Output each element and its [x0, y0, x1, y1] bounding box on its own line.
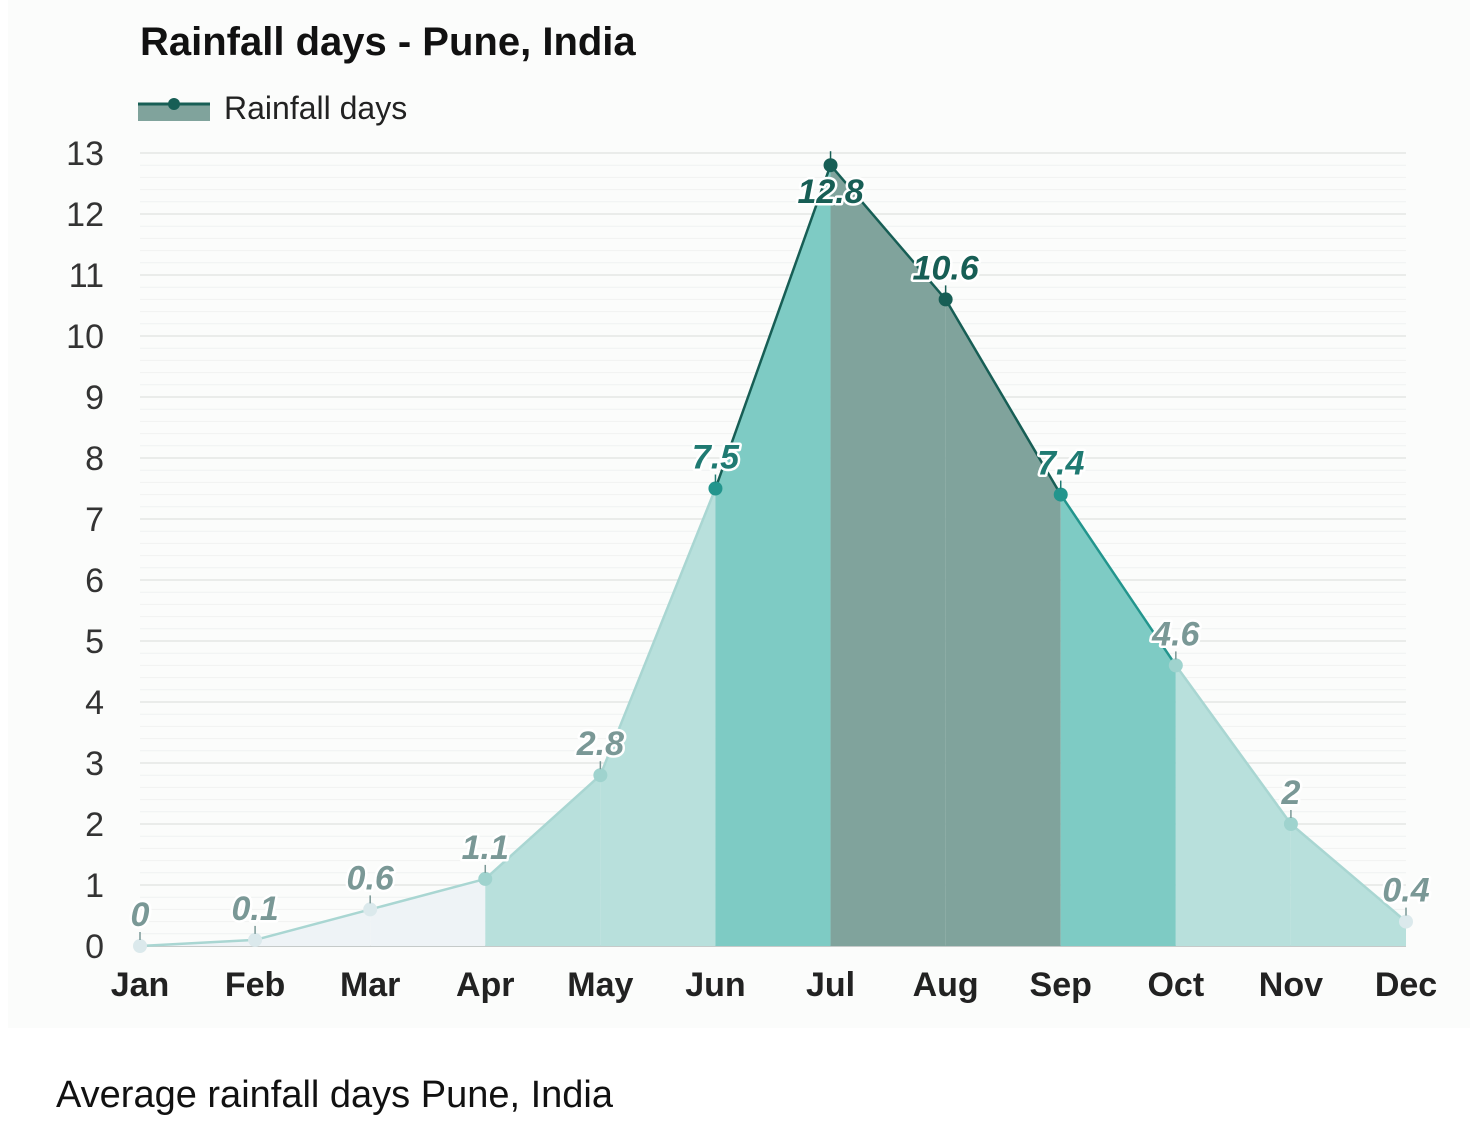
- data-label-jul: 12.8: [797, 173, 863, 211]
- series-line-jun: [714, 164, 832, 489]
- area-segment-oct: [1175, 665, 1291, 946]
- data-label-feb: 0.1: [231, 890, 278, 928]
- x-tick-label: Dec: [1375, 966, 1437, 1004]
- series-line-mar: [369, 877, 486, 911]
- series-line-nov: [1290, 823, 1407, 923]
- data-point-apr: [478, 871, 493, 886]
- y-tick-label: 7: [85, 501, 104, 539]
- chart-title: Rainfall days - Pune, India: [140, 20, 636, 64]
- series-line-sep: [1059, 493, 1177, 667]
- x-tick-label: Feb: [225, 966, 285, 1004]
- x-axis: Jan Feb Mar Apr May Jun Jul Aug Sep Oct Nov Dec: [111, 966, 1437, 1004]
- y-tick-label: 8: [85, 440, 104, 478]
- series-line-feb: [254, 908, 371, 942]
- data-label-dec: 0.4: [1382, 872, 1429, 910]
- area-segment-may: [600, 488, 716, 946]
- series-line-apr: [484, 774, 602, 880]
- x-tick-label: Jul: [806, 966, 855, 1004]
- line-layer: [139, 164, 1407, 948]
- series-line-may: [599, 488, 717, 776]
- area-layer: [140, 165, 1406, 946]
- data-point-jun: [708, 481, 723, 496]
- data-label-aug: 10.6: [913, 249, 980, 287]
- y-tick-label: 3: [85, 745, 104, 783]
- area-segment-feb: [255, 909, 371, 946]
- y-tick-label: 0: [85, 928, 104, 966]
- y-tick-label: 11: [69, 257, 104, 295]
- area-segment-apr: [485, 775, 601, 946]
- x-tick-label: Oct: [1147, 966, 1204, 1004]
- legend-swatch: [138, 98, 210, 121]
- area-segment-jun: [715, 165, 831, 946]
- series-line-aug: [944, 298, 1062, 496]
- x-tick-label: Jun: [685, 966, 745, 1004]
- data-point-mar: [363, 902, 378, 917]
- x-tick-label: Sep: [1030, 966, 1092, 1004]
- x-tick-label: Nov: [1259, 966, 1323, 1004]
- data-point-jul: [823, 158, 838, 173]
- area-segment-nov: [1290, 824, 1406, 946]
- label-layer: 0 0.1 0.6 1.1 2.8 7.5 12.8 10.6 7.4 4.6 2 0.4: [128, 151, 1432, 940]
- data-point-jan: [133, 939, 147, 953]
- data-point-sep: [1053, 487, 1068, 502]
- area-segment-sep: [1060, 494, 1176, 946]
- data-point-oct: [1168, 658, 1183, 673]
- area-segment-mar: [370, 878, 486, 946]
- y-tick-label: 4: [85, 684, 104, 722]
- series-line-jan: [139, 938, 256, 948]
- point-layer: [133, 158, 1413, 953]
- y-tick-label: 6: [85, 562, 104, 600]
- data-label-apr: 1.1: [462, 829, 509, 867]
- data-point-aug: [938, 292, 953, 307]
- data-point-nov: [1283, 817, 1298, 831]
- y-tick-label: 1: [85, 867, 104, 905]
- x-tick-label: Aug: [913, 966, 979, 1004]
- data-label-sep: 7.4: [1037, 445, 1084, 483]
- data-label-jan: 0: [131, 896, 150, 934]
- data-label-may: 2.8: [576, 725, 624, 763]
- y-tick-label: 2: [85, 806, 104, 844]
- y-tick-label: 10: [66, 318, 104, 356]
- y-tick-label: 13: [66, 135, 104, 173]
- legend[interactable]: Rainfall days: [138, 86, 407, 130]
- y-tick-label: 9: [85, 379, 104, 417]
- page-subtitle: Average rainfall days Pune, India: [56, 1074, 613, 1116]
- area-segment-aug: [945, 299, 1061, 946]
- series-line-oct: [1174, 664, 1292, 825]
- data-point-dec: [1399, 914, 1413, 929]
- data-label-nov: 2: [1280, 774, 1300, 812]
- y-tick-label: 5: [85, 623, 104, 661]
- x-tick-label: May: [567, 966, 633, 1004]
- area-segment-jul: [830, 165, 946, 946]
- data-point-feb: [248, 932, 263, 947]
- series-line-jul: [829, 164, 947, 301]
- x-tick-label: Mar: [340, 966, 400, 1004]
- data-label-oct: 4.6: [1151, 615, 1200, 653]
- x-tick-label: Jan: [111, 966, 170, 1004]
- data-label-jun: 7.5: [692, 439, 740, 477]
- legend-label: Rainfall days: [224, 89, 408, 126]
- x-tick-label: Apr: [456, 966, 515, 1004]
- y-tick-label: 12: [66, 196, 104, 234]
- data-label-mar: 0.6: [347, 859, 395, 897]
- data-point-may: [593, 768, 608, 783]
